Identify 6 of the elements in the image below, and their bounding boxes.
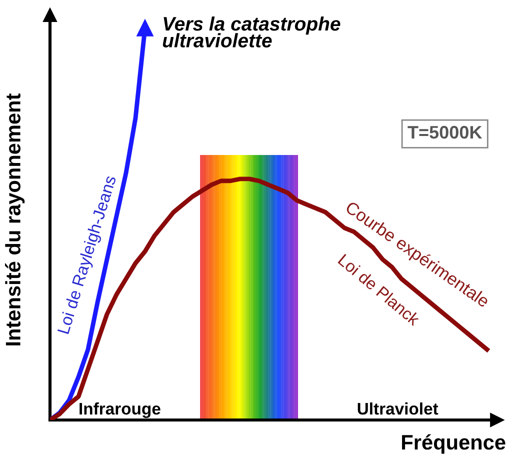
x-axis-title: Fréquence [402, 434, 506, 454]
annotation: Vers la catastrophe ultraviolette [162, 16, 340, 48]
y-axis-title: Intensité du rayonnement [5, 93, 25, 346]
annotation: Infrarouge [80, 402, 160, 418]
annotation: Ultraviolet [358, 402, 438, 415]
annotation: T=5000K [408, 126, 482, 139]
